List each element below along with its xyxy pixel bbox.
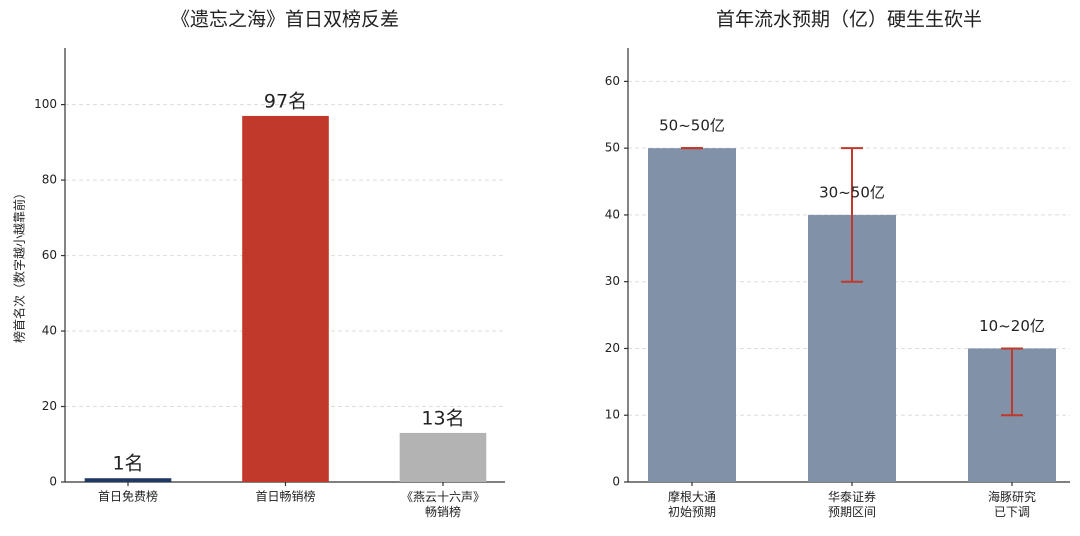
bar bbox=[84, 478, 172, 482]
y-tick-label: 60 bbox=[605, 74, 620, 88]
y-tick-label: 100 bbox=[34, 97, 57, 111]
y-tick-label: 0 bbox=[612, 475, 620, 489]
bar bbox=[242, 115, 329, 483]
chart-title: 《遗忘之海》首日双榜反差 bbox=[171, 9, 399, 31]
y-tick-label: 20 bbox=[42, 399, 57, 413]
y-tick-label: 60 bbox=[42, 248, 57, 262]
range-label: 30~50亿 bbox=[819, 183, 885, 201]
value-label: 13名 bbox=[421, 407, 464, 429]
x-tick-label: 首日畅销榜 bbox=[255, 489, 315, 504]
y-tick-label: 20 bbox=[605, 341, 620, 355]
y-tick-label: 80 bbox=[42, 173, 57, 187]
y-axis-label: 榜首名次（数字越小越靠前） bbox=[12, 187, 27, 343]
x-tick-label: 华泰证券预期区间 bbox=[828, 489, 876, 519]
x-tick-label: 海豚研究已下调 bbox=[988, 489, 1036, 519]
x-tick-label: 摩根大通初始预期 bbox=[668, 489, 716, 519]
y-tick-label: 0 bbox=[49, 475, 57, 489]
y-tick-label: 40 bbox=[605, 207, 620, 221]
range-label: 50~50亿 bbox=[659, 117, 725, 135]
value-label: 97名 bbox=[264, 90, 307, 112]
y-tick-label: 50 bbox=[605, 141, 620, 155]
y-tick-label: 30 bbox=[605, 274, 620, 288]
x-tick-label: 首日免费榜 bbox=[98, 489, 158, 504]
bar bbox=[399, 432, 487, 482]
value-label: 1名 bbox=[112, 453, 143, 475]
range-label: 10~20亿 bbox=[979, 317, 1045, 335]
y-tick-label: 10 bbox=[605, 408, 620, 422]
x-tick-label: 《燕云十六声》畅销榜 bbox=[401, 490, 485, 519]
chart-title: 首年流水预期（亿）硬生生砍半 bbox=[716, 9, 982, 31]
y-tick-label: 40 bbox=[42, 324, 57, 338]
bar bbox=[648, 148, 736, 482]
